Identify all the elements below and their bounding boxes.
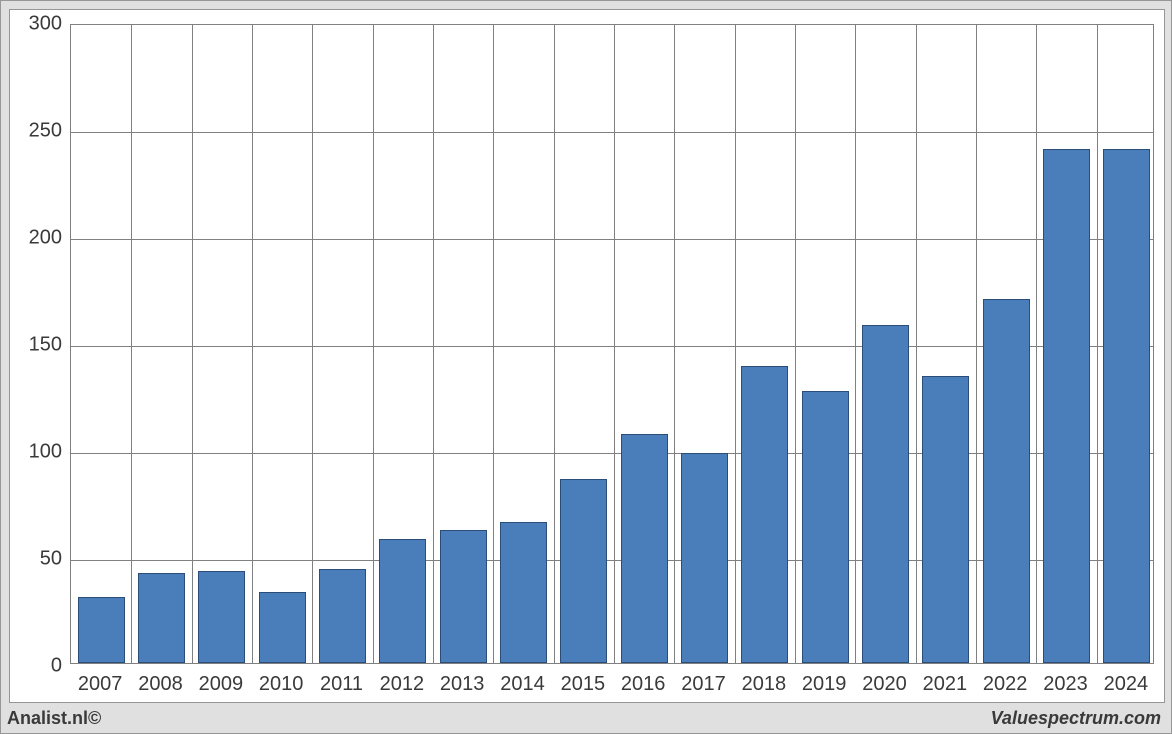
bar [802, 391, 849, 663]
bar [500, 522, 547, 663]
y-axis-label: 0 [10, 655, 62, 678]
bar [259, 592, 306, 663]
gridline-vertical [916, 25, 917, 663]
x-axis-label: 2020 [862, 673, 907, 696]
x-axis-label: 2018 [742, 673, 787, 696]
gridline-horizontal [71, 132, 1153, 133]
gridline-vertical [614, 25, 615, 663]
y-axis-label: 300 [10, 13, 62, 36]
bar [379, 539, 426, 663]
gridline-vertical [131, 25, 132, 663]
gridline-vertical [976, 25, 977, 663]
bar [138, 573, 185, 663]
bar [621, 434, 668, 663]
chart-container: 0 50 100 150 200 250 300 2007 2008 2009 2010 2011 2… [0, 0, 1172, 734]
x-axis-label: 2021 [923, 673, 968, 696]
x-axis-label: 2019 [802, 673, 847, 696]
gridline-vertical [674, 25, 675, 663]
gridline-vertical [1036, 25, 1037, 663]
x-axis-label: 2015 [561, 673, 606, 696]
bar [198, 571, 245, 663]
gridline-vertical [373, 25, 374, 663]
y-axis-label: 50 [10, 548, 62, 571]
bar [741, 366, 788, 663]
y-axis-label: 150 [10, 334, 62, 357]
x-axis-label: 2013 [440, 673, 485, 696]
bar [1043, 149, 1090, 663]
gridline-vertical [795, 25, 796, 663]
bar [78, 597, 125, 663]
y-axis-label: 250 [10, 120, 62, 143]
gridline-vertical [312, 25, 313, 663]
footer-left: Analist.nl© [7, 708, 101, 729]
y-axis-label: 200 [10, 227, 62, 250]
x-axis-label: 2007 [78, 673, 123, 696]
x-axis-label: 2008 [138, 673, 183, 696]
gridline-vertical [855, 25, 856, 663]
footer-right: Valuespectrum.com [991, 708, 1161, 729]
gridline-vertical [433, 25, 434, 663]
x-axis-label: 2016 [621, 673, 666, 696]
bar [922, 376, 969, 663]
gridline-vertical [493, 25, 494, 663]
gridline-horizontal [71, 239, 1153, 240]
bar [983, 299, 1030, 663]
bar [319, 569, 366, 663]
gridline-vertical [735, 25, 736, 663]
bar [681, 453, 728, 663]
x-axis-label: 2012 [380, 673, 425, 696]
gridline-vertical [554, 25, 555, 663]
x-axis-label: 2023 [1043, 673, 1088, 696]
bar [862, 325, 909, 663]
gridline-vertical [192, 25, 193, 663]
bar [560, 479, 607, 663]
y-axis-label: 100 [10, 441, 62, 464]
x-axis-label: 2024 [1104, 673, 1149, 696]
plot-area [70, 24, 1154, 664]
x-axis-label: 2009 [199, 673, 244, 696]
x-axis-label: 2017 [681, 673, 726, 696]
x-axis-label: 2011 [320, 673, 363, 696]
gridline-vertical [252, 25, 253, 663]
gridline-vertical [1097, 25, 1098, 663]
bar [440, 530, 487, 663]
plot-area-frame: 0 50 100 150 200 250 300 2007 2008 2009 2010 2011 2… [9, 9, 1165, 703]
x-axis-label: 2022 [983, 673, 1028, 696]
x-axis-label: 2010 [259, 673, 304, 696]
x-axis-label: 2014 [500, 673, 545, 696]
bar [1103, 149, 1150, 663]
